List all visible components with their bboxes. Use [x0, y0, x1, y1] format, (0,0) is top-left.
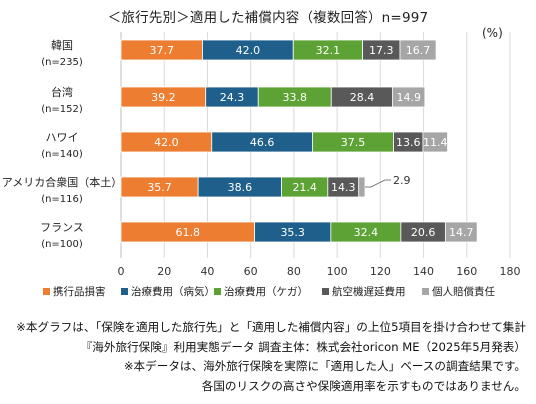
bar-segment [422, 131, 448, 153]
x-tick-label-20: 20 [157, 265, 171, 278]
data-label: 14.9 [397, 91, 422, 104]
x-tick-label-100: 100 [327, 265, 348, 278]
data-label: 37.5 [341, 136, 366, 149]
unit-label: (%) [482, 26, 503, 40]
data-label: 14.3 [331, 181, 356, 194]
category-n-label: (n=116) [41, 194, 83, 205]
footnotes: ※本グラフは、「保険を適用した旅行先」と「適用した補償内容」の上位5項目を掛け合… [16, 318, 526, 396]
data-label: 32.1 [316, 44, 341, 57]
legend-label: 治療費用（ケガ） [224, 285, 308, 298]
x-tick-label-80: 80 [287, 265, 301, 278]
category-n-label: (n=152) [41, 104, 83, 115]
bar-segment [444, 221, 478, 243]
category-label: フランス [40, 221, 84, 234]
data-label: 21.4 [292, 181, 317, 194]
legend-swatch [121, 288, 128, 295]
legend-swatch [43, 288, 50, 295]
data-label: 13.6 [396, 136, 421, 149]
callout-label: 2.9 [393, 174, 411, 187]
category-n-label: (n=140) [41, 149, 83, 160]
category-label: ハワイ [46, 131, 79, 144]
x-tick-label-180: 180 [500, 265, 521, 278]
data-label: 24.3 [220, 91, 245, 104]
data-label: 35.3 [280, 226, 305, 239]
data-label: 42.0 [236, 44, 261, 57]
bar-segment [399, 39, 437, 61]
category-n-label: (n=100) [41, 239, 83, 250]
category-label: 韓国 [51, 39, 73, 52]
legend-swatch [422, 288, 429, 295]
x-tick-label-60: 60 [244, 265, 258, 278]
footnote-4: 各国のリスクの高さや保険適用率を示すものではありません。 [201, 378, 526, 393]
x-tick-label-140: 140 [413, 265, 434, 278]
data-label: 32.4 [354, 226, 379, 239]
legend-label: 航空機遅延費用 [332, 285, 406, 298]
x-tick-label-120: 120 [370, 265, 391, 278]
data-label: 17.3 [369, 44, 394, 57]
data-label: 38.6 [228, 181, 253, 194]
callout-leader-line [364, 179, 391, 188]
x-tick-label-0: 0 [118, 265, 125, 278]
data-label: 42.0 [154, 136, 179, 149]
bar-segment [358, 176, 366, 198]
legend-label: 治療費用（病気） [131, 285, 215, 298]
category-label: 台湾 [51, 85, 73, 99]
x-tick-label-160: 160 [456, 265, 477, 278]
data-label: 33.8 [283, 91, 308, 104]
data-label: 20.6 [411, 226, 436, 239]
legend-label: 個人賠償責任 [432, 285, 495, 298]
data-label: 14.7 [449, 226, 474, 239]
legend-label: 携行品損害 [53, 285, 106, 298]
footnote-1: ※本グラフは、「保険を適用した旅行先」と「適用した補償内容」の上位5項目を掛け合… [16, 320, 526, 334]
footnote-3: ※本データは、海外旅行保険を実際に「適用した人」ベースの調査結果です。 [123, 359, 526, 373]
data-label: 35.7 [147, 181, 172, 194]
legend-swatch [214, 288, 221, 295]
category-n-label: (n=235) [41, 57, 83, 68]
data-label: 28.4 [350, 91, 375, 104]
x-tick-label-40: 40 [200, 265, 214, 278]
bar-segment [392, 86, 426, 108]
data-label: 46.6 [250, 136, 275, 149]
data-label: 39.2 [151, 91, 176, 104]
chart-title: ＜旅行先別＞適用した補償内容（複数回答）n=997 [107, 10, 429, 26]
data-label: 61.8 [176, 226, 201, 239]
category-label: アメリカ合衆国（本土） [2, 175, 122, 189]
data-label: 11.4 [423, 136, 448, 149]
legend-swatch [322, 288, 329, 295]
footnote-2: 『海外旅行保険』利用実態データ 調査主体：株式会社oricon ME（2025年… [80, 339, 526, 354]
data-label: 16.7 [406, 44, 431, 57]
data-label: 37.7 [149, 44, 174, 57]
